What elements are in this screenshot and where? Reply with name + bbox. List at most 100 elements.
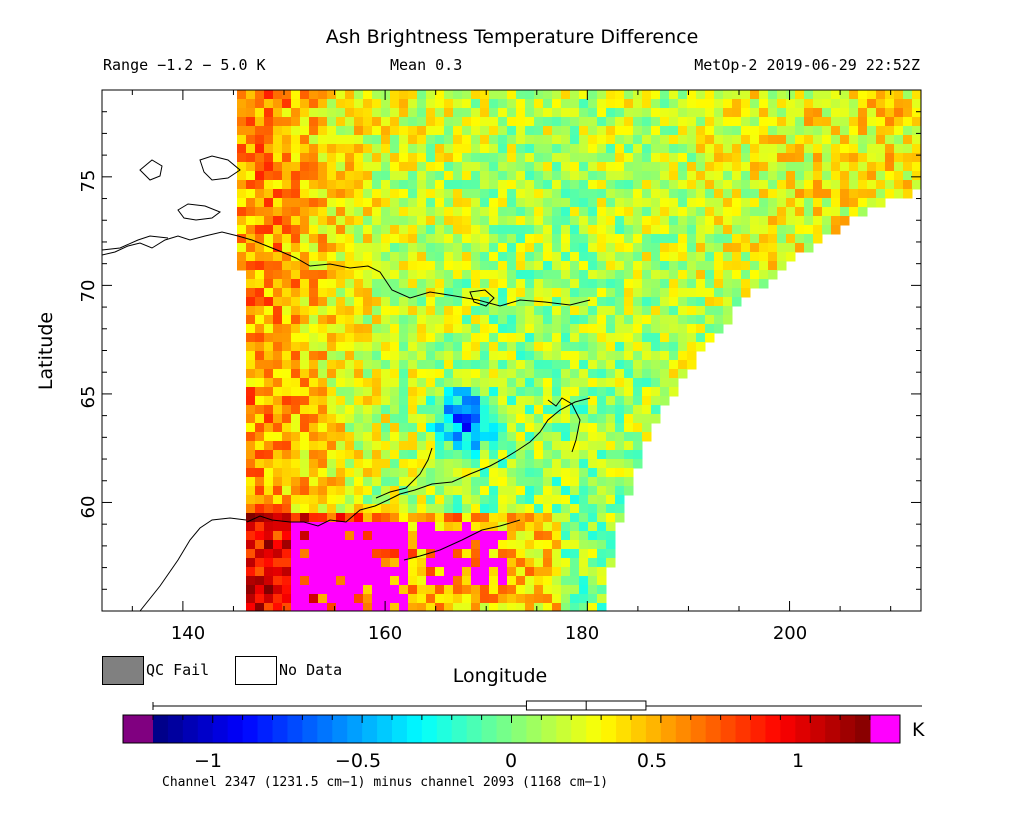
swath-cell xyxy=(471,405,481,415)
swath-cell xyxy=(588,558,598,568)
swath-cell xyxy=(642,270,652,280)
swath-cell xyxy=(363,342,373,352)
swath-cell xyxy=(588,279,598,289)
swath-cell xyxy=(309,333,319,343)
swath-cell xyxy=(534,585,544,595)
swath-cell xyxy=(417,207,427,217)
swath-cell xyxy=(255,360,265,370)
swath-cell xyxy=(318,234,328,244)
swath-cell xyxy=(597,144,607,154)
swath-cell xyxy=(723,135,733,145)
swath-cell xyxy=(444,225,454,235)
swath-cell xyxy=(795,108,805,118)
swath-cell xyxy=(471,207,481,217)
swath-cell xyxy=(264,603,274,611)
swath-cell xyxy=(552,216,562,226)
swath-cell xyxy=(381,135,391,145)
swath-cell xyxy=(651,117,661,127)
swath-cell xyxy=(381,513,391,523)
swath-cell xyxy=(489,270,499,280)
swath-cell xyxy=(255,153,265,163)
swath-cell xyxy=(840,189,850,199)
swath-cell xyxy=(813,90,823,100)
swath-cell xyxy=(327,414,337,424)
swath-cell xyxy=(300,486,310,496)
swath-cell xyxy=(678,225,688,235)
swath-cell xyxy=(309,243,319,253)
swath-cell xyxy=(390,288,400,298)
swath-cell xyxy=(480,585,490,595)
qc-fail-swatch xyxy=(102,656,144,685)
swath-cell xyxy=(633,243,643,253)
swath-cell xyxy=(642,207,652,217)
swath-cell xyxy=(336,441,346,451)
x-tick-label: 160 xyxy=(367,623,403,644)
swath-cell xyxy=(291,171,301,181)
swath-cell xyxy=(381,324,391,334)
swath-cell xyxy=(363,567,373,577)
swath-cell xyxy=(417,594,427,604)
swath-cell xyxy=(516,135,526,145)
swath-cell xyxy=(507,468,517,478)
swath-cell xyxy=(552,333,562,343)
swath-cell xyxy=(309,549,319,559)
swath-cell xyxy=(498,486,508,496)
swath-cell xyxy=(264,423,274,433)
swath-cell xyxy=(309,126,319,136)
swath-cell xyxy=(345,378,355,388)
swath-cell xyxy=(561,603,571,611)
swath-cell xyxy=(453,261,463,271)
swath-cell xyxy=(570,369,580,379)
swath-cell xyxy=(282,441,292,451)
swath-cell xyxy=(291,99,301,109)
swath-cell xyxy=(633,135,643,145)
swath-cell xyxy=(516,567,526,577)
swath-cell xyxy=(795,135,805,145)
swath-cell xyxy=(480,414,490,424)
swath-cell xyxy=(525,306,535,316)
swath-cell xyxy=(309,450,319,460)
swath-cell xyxy=(300,513,310,523)
colorbar-swatch xyxy=(810,715,826,743)
swath-cell xyxy=(354,450,364,460)
swath-cell xyxy=(714,126,724,136)
swath-cell xyxy=(543,414,553,424)
swath-cell xyxy=(282,459,292,469)
swath-cell xyxy=(381,108,391,118)
swath-cell xyxy=(372,576,382,586)
swath-cell xyxy=(471,369,481,379)
swath-cell xyxy=(516,414,526,424)
swath-cell xyxy=(327,351,337,361)
swath-cell xyxy=(255,531,265,541)
swath-cell xyxy=(768,117,778,127)
swath-cell xyxy=(534,306,544,316)
swath-cell xyxy=(399,468,409,478)
colorbar-swatch xyxy=(421,715,438,743)
swath-cell xyxy=(597,360,607,370)
swath-cell xyxy=(570,549,580,559)
swath-cell xyxy=(246,144,256,154)
swath-cell xyxy=(489,369,499,379)
swath-cell xyxy=(525,486,535,496)
swath-cell xyxy=(597,585,607,595)
swath-cell xyxy=(345,261,355,271)
swath-cell xyxy=(696,126,706,136)
swath-cell xyxy=(327,333,337,343)
swath-cell xyxy=(390,180,400,190)
swath-cell xyxy=(633,351,643,361)
swath-cell xyxy=(327,189,337,199)
swath-cell xyxy=(642,279,652,289)
swath-cell xyxy=(525,342,535,352)
swath-cell xyxy=(426,594,436,604)
swath-cell xyxy=(309,513,319,523)
swath-cell xyxy=(723,279,733,289)
swath-cell xyxy=(309,288,319,298)
swath-cell xyxy=(615,144,625,154)
swath-cell xyxy=(390,387,400,397)
swath-cell xyxy=(768,135,778,145)
swath-cell xyxy=(399,117,409,127)
swath-cell xyxy=(732,261,742,271)
swath-cell xyxy=(435,288,445,298)
swath-cell xyxy=(363,288,373,298)
swath-cell xyxy=(534,477,544,487)
